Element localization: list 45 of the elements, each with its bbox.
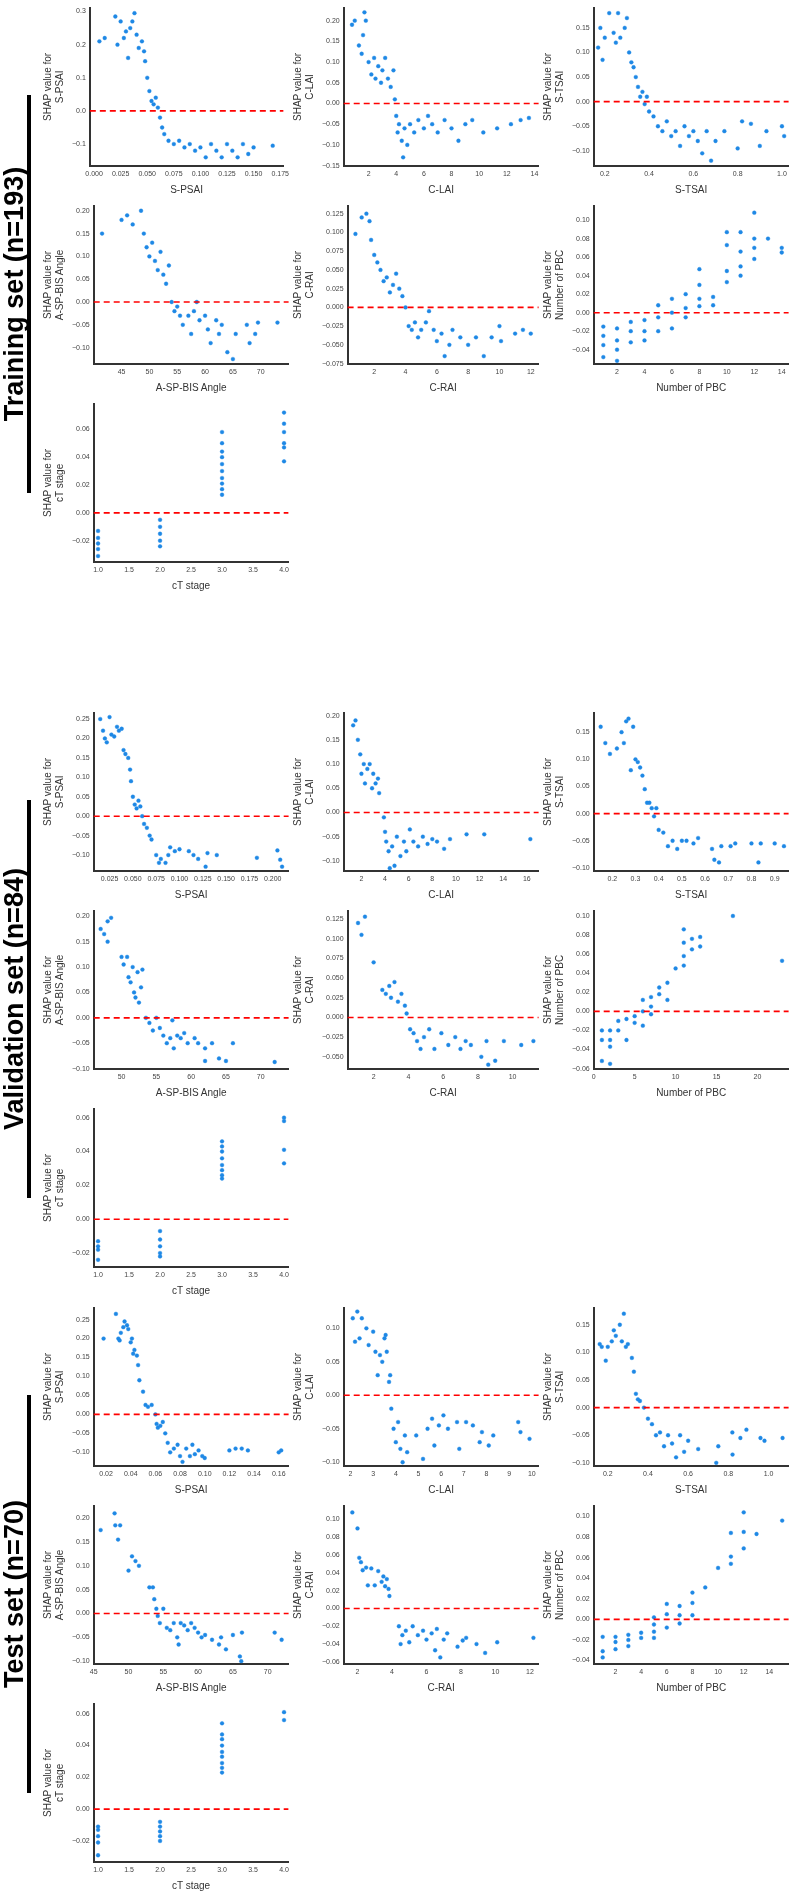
x-axis-title: A-SP-BIS Angle [155,381,227,393]
y-axis-title: SHAP value for S-PSAI [41,757,65,826]
x-axis-title: A-SP-BIS Angle [155,1681,227,1693]
y-axis-title: SHAP value for C-LAI [291,1352,315,1421]
text: Training set (n=193) [0,166,30,422]
x-axis-title: C-RAI [429,381,457,393]
x-axis-title: S-PSAI [174,888,208,900]
x-axis-title: S-TSAI [675,1483,708,1495]
x-axis-title: Number of PBC [656,1681,727,1693]
y-axis-title: SHAP value for S-TSAI [541,52,565,121]
y-axis-title: SHAP value for A-SP-BIS Angle [41,249,65,321]
y-axis-title: SHAP value for Number of PBC [541,1549,565,1620]
x-axis-title: cT stage [171,1284,211,1296]
text: Validation set (n=84) [0,868,30,1130]
y-axis-title: SHAP value for C-RAI [291,955,315,1024]
x-axis-title: C-LAI [428,1483,454,1495]
y-axis-title: SHAP value for C-RAI [291,1550,315,1619]
x-axis-title: Number of PBC [656,1086,727,1098]
y-axis-title: SHAP value for cT stage [41,1748,65,1817]
y-axis-title: SHAP value for S-TSAI [541,1352,565,1421]
x-axis-title: cT stage [171,1879,211,1891]
x-axis-title: cT stage [171,579,211,591]
y-axis-title: SHAP value for A-SP-BIS Angle [41,954,65,1026]
y-axis-title: SHAP value for Number of PBC [541,954,565,1025]
x-axis-title: S-PSAI [174,1483,208,1495]
y-axis-title: SHAP value for S-PSAI [41,52,65,121]
x-axis-title: C-RAI [427,1681,455,1693]
x-axis-title: S-TSAI [675,888,708,900]
x-axis-title: C-LAI [428,183,454,195]
x-axis-title: C-RAI [429,1086,457,1098]
y-axis-title: SHAP value for C-LAI [291,757,315,826]
text: Test set (n=70) [0,1500,30,1688]
y-axis-title: SHAP value for C-RAI [291,250,315,319]
y-axis-title: SHAP value for A-SP-BIS Angle [41,1549,65,1621]
y-axis-title: SHAP value for S-TSAI [541,757,565,826]
y-axis-title: SHAP value for cT stage [41,448,65,517]
y-axis-title: SHAP value for S-PSAI [41,1352,65,1421]
y-axis-title: SHAP value for C-LAI [291,52,315,121]
x-axis-title: S-TSAI [675,183,708,195]
x-axis-title: A-SP-BIS Angle [155,1086,227,1098]
x-axis-title: S-PSAI [170,183,203,195]
x-axis-title: Number of PBC [656,381,727,393]
y-axis-title: SHAP value for cT stage [41,1153,65,1222]
y-axis-title: SHAP value for Number of PBC [541,249,565,320]
x-axis-title: C-LAI [428,888,454,900]
